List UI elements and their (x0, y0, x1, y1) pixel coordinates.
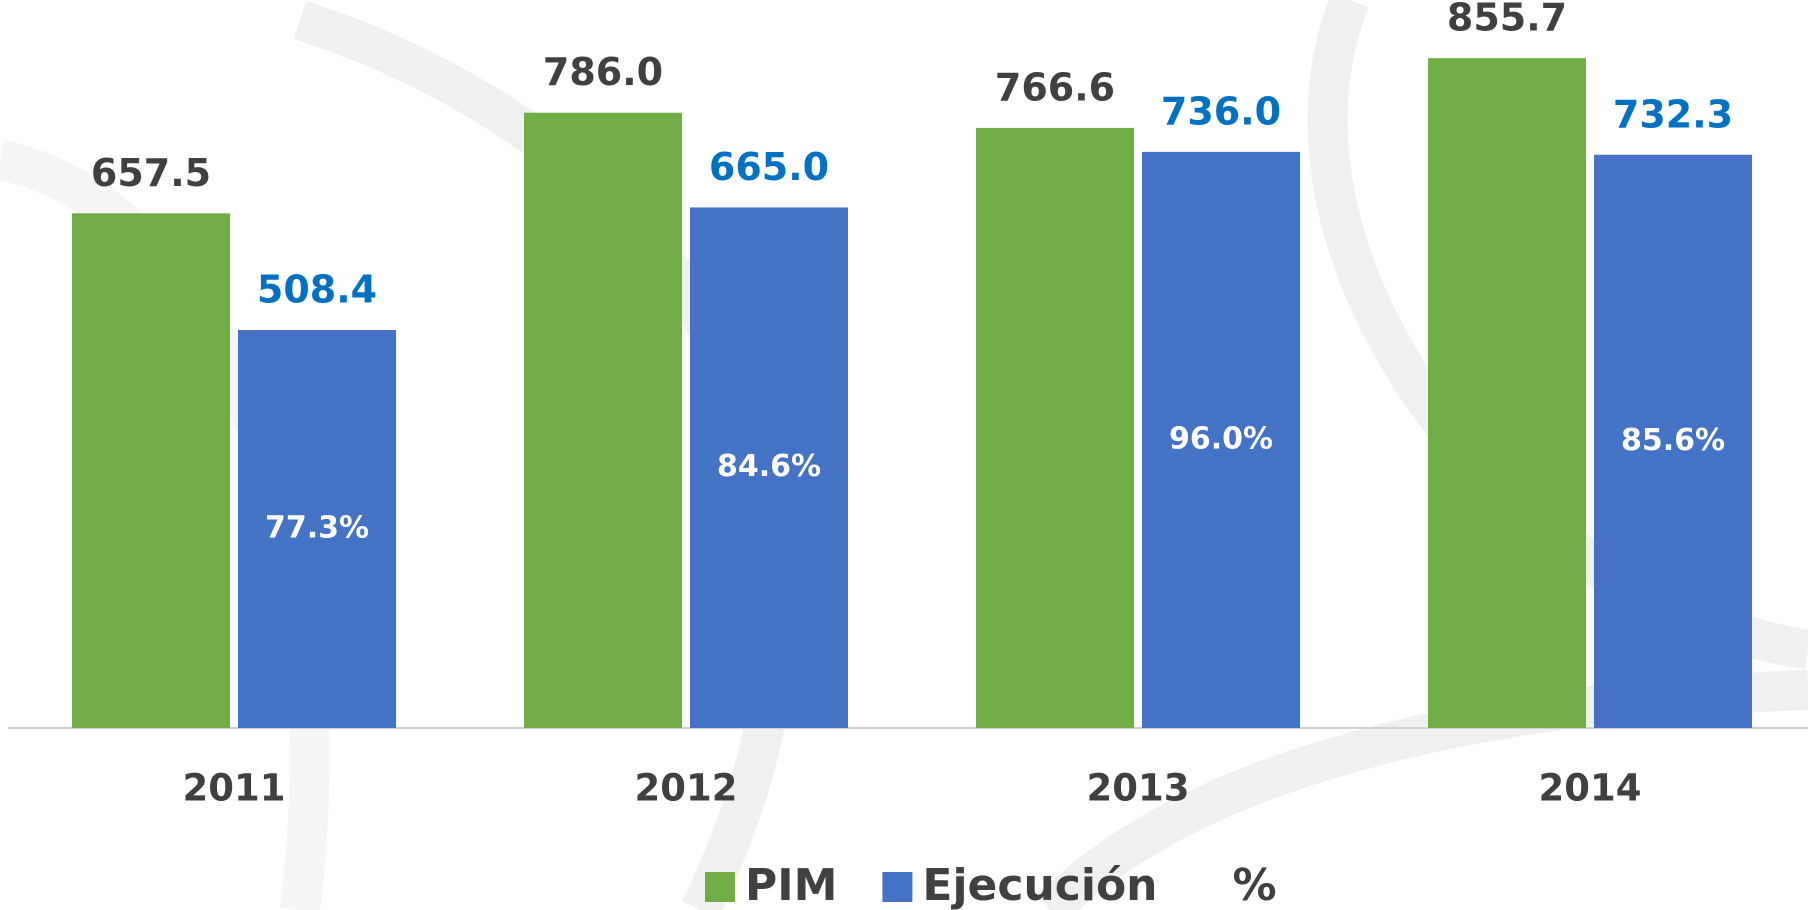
bar (1594, 154, 1752, 728)
value-label: 855.7 (1447, 0, 1567, 40)
x-tick-label: 2013 (1087, 767, 1190, 810)
legend-swatch (705, 872, 735, 902)
legend-label: % (1233, 860, 1277, 910)
percent-label: 96.0% (1169, 421, 1273, 456)
bar (690, 207, 848, 728)
percent-label: 84.6% (717, 449, 821, 484)
value-label: 657.5 (91, 151, 211, 195)
bar (238, 330, 396, 728)
value-label: 732.3 (1613, 92, 1733, 136)
bar (524, 112, 682, 728)
bar (1142, 151, 1300, 728)
value-label: 786.0 (543, 50, 663, 94)
value-label: 665.0 (709, 145, 829, 189)
x-tick-label: 2012 (635, 767, 738, 810)
legend-label: Ejecución (922, 860, 1157, 910)
legend-swatch (882, 872, 913, 902)
legend-label: PIM (745, 860, 837, 910)
value-label: 736.0 (1161, 89, 1281, 133)
x-tick-label: 2011 (183, 767, 286, 810)
value-label: 766.6 (995, 65, 1115, 109)
bar (976, 127, 1134, 728)
bar (72, 213, 230, 728)
value-label: 508.4 (257, 268, 377, 312)
x-tick-label: 2014 (1539, 767, 1642, 810)
bar (1428, 58, 1586, 728)
percent-label: 85.6% (1621, 423, 1725, 458)
percent-label: 77.3% (265, 511, 369, 546)
